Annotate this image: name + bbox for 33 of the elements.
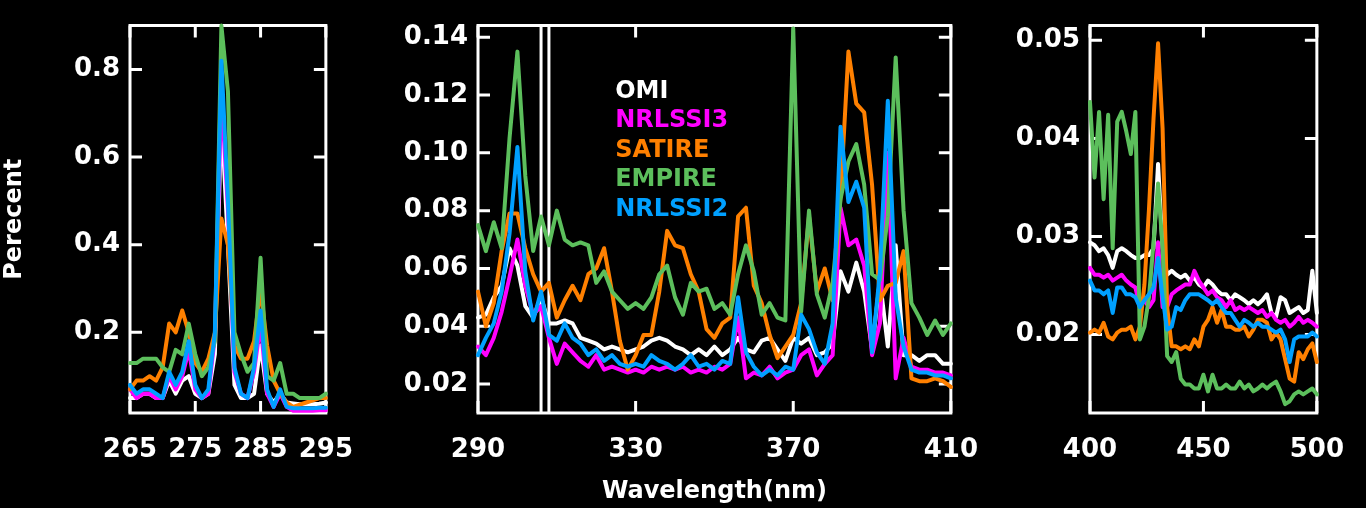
y-tick-label: 0.4 (73, 227, 120, 258)
x-tick-label: 295 (298, 433, 353, 464)
text: NRLSSI2 (615, 193, 729, 222)
x-tick-label: 285 (233, 433, 288, 464)
y-tick-label: 0.03 (1015, 219, 1080, 250)
x-axis-title: Wavelength(nm) (601, 475, 827, 504)
y-tick-label: 0.8 (73, 52, 120, 83)
x-tick-label: 290 (450, 433, 506, 464)
x-tick-label: 330 (608, 433, 663, 464)
text: SATIRE (615, 134, 710, 163)
x-tick-label: 370 (766, 433, 821, 464)
x-tick-label: 400 (1062, 433, 1118, 464)
x-tick-label: 265 (102, 433, 158, 464)
x-tick-label: 500 (1289, 433, 1344, 464)
y-tick-label: 0.14 (403, 19, 468, 50)
y-tick-label: 0.12 (403, 77, 468, 108)
y-tick-label: 0.2 (73, 315, 120, 346)
y-axis-title: Perecent (0, 158, 27, 280)
y-tick-label: 0.04 (403, 309, 468, 340)
y-tick-label: 0.05 (1015, 23, 1080, 54)
y-tick-label: 0.04 (1015, 121, 1080, 152)
x-tick-label: 450 (1176, 433, 1231, 464)
text: EMPIRE (615, 164, 717, 193)
text: OMI (615, 75, 669, 104)
y-tick-label: 0.08 (403, 193, 468, 224)
y-tick-label: 0.02 (403, 366, 468, 397)
y-tick-label: 0.10 (403, 135, 468, 166)
y-tick-label: 0.6 (73, 139, 120, 170)
text: NRLSSI3 (615, 105, 729, 134)
x-tick-label: 410 (923, 433, 978, 464)
y-tick-label: 0.02 (1015, 317, 1080, 348)
y-tick-label: 0.06 (403, 251, 468, 282)
x-tick-label: 275 (168, 433, 223, 464)
